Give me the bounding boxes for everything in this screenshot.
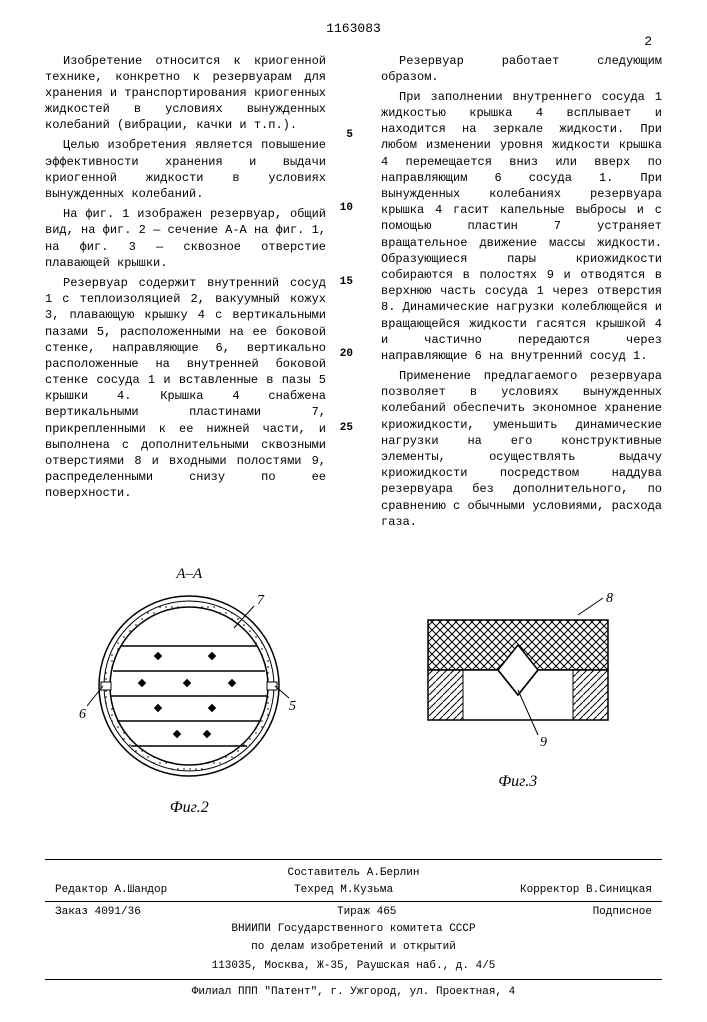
doc-number: 1163083 <box>45 20 662 38</box>
techred: Техред М.Кузьма <box>294 883 393 898</box>
addr1: 113035, Москва, Ж-35, Раушская наб., д. … <box>45 957 662 976</box>
figure-2: А–А <box>79 564 299 819</box>
editor: Редактор А.Шандор <box>55 883 167 898</box>
fig3-label: Фиг.3 <box>408 771 628 793</box>
line-number: 20 <box>340 347 353 362</box>
compiler: Составитель А.Берлин <box>45 864 662 883</box>
para: Применение предлагаемого резервуара позв… <box>381 368 662 530</box>
line-number: 10 <box>340 201 353 216</box>
callout-7: 7 <box>257 593 265 608</box>
figure-3: 8 9 Фиг.3 <box>408 590 628 793</box>
tirazh: Тираж 465 <box>337 905 396 920</box>
footer-block: Составитель А.Берлин Редактор А.Шандор Т… <box>45 859 662 1002</box>
callout-6: 6 <box>79 707 86 722</box>
line-number: 5 <box>346 128 353 143</box>
para: Изобретение относится к криогенной техни… <box>45 53 326 134</box>
fig3-svg: 8 9 <box>408 590 628 760</box>
para: Целью изобретения является повышение эфф… <box>45 137 326 202</box>
left-column: Изобретение относится к криогенной техни… <box>45 53 341 534</box>
right-column: 2 Резервуар работает следующим образом. … <box>366 53 662 534</box>
order: Заказ 4091/36 <box>55 905 141 920</box>
para: Резервуар работает следующим образом. <box>381 53 662 85</box>
podpisnoe: Подписное <box>593 905 652 920</box>
para: На фиг. 1 изображен резервуар, общий вид… <box>45 206 326 271</box>
line-number: 15 <box>340 275 353 290</box>
para: Резервуар содержит внутренний сосуд 1 с … <box>45 275 326 502</box>
two-column-text: Изобретение относится к криогенной техни… <box>45 53 662 534</box>
org2: по делам изобретений и открытий <box>45 938 662 957</box>
fig2-label: Фиг.2 <box>79 797 299 819</box>
figures-row: А–А <box>45 564 662 819</box>
para: При заполнении внутреннего сосуда 1 жидк… <box>381 89 662 364</box>
line-number: 25 <box>340 421 353 436</box>
callout-5: 5 <box>289 699 296 714</box>
callout-8: 8 <box>606 591 613 606</box>
corrector: Корректор В.Синицкая <box>520 883 652 898</box>
org1: ВНИИПИ Государственного комитета СССР <box>45 920 662 939</box>
section-label: А–А <box>79 564 299 584</box>
page-number: 2 <box>644 33 652 51</box>
callout-9: 9 <box>540 735 547 750</box>
patent-page: 1163083 Изобретение относится к криогенн… <box>0 0 707 1022</box>
filial: Филиал ППП "Патент", г. Ужгород, ул. Про… <box>45 983 662 1002</box>
fig2-svg: 7 6 5 <box>79 586 299 786</box>
